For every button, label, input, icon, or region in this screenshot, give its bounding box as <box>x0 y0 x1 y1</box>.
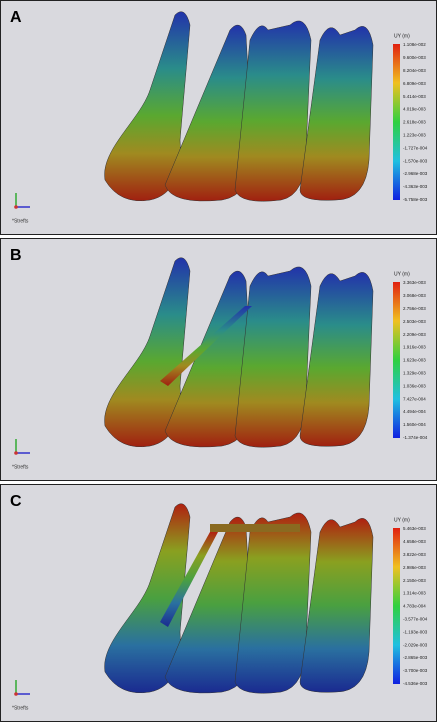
panel-label: C <box>10 493 22 510</box>
legend-value: 4.658e-003 <box>403 539 426 544</box>
legend-value: 2.756e-003 <box>403 306 426 311</box>
legend-value: 3.363e-003 <box>403 280 426 285</box>
legend-value: 2.150e-003 <box>403 578 426 583</box>
legend-value: -2.968e-003 <box>403 171 428 176</box>
splint-bar <box>210 524 300 532</box>
legend-value: -1.193e-003 <box>403 629 428 634</box>
legend-value: 3.068e-003 <box>403 293 426 298</box>
legend-value: -3.700e-003 <box>403 668 428 673</box>
legend-value: -2.865e-003 <box>403 655 428 660</box>
legend-value: 4.019e-003 <box>403 107 426 112</box>
legend-value: -1.374e-004 <box>403 435 428 440</box>
legend-value: 2.209e-003 <box>403 332 426 337</box>
legend-value: -1.727e-004 <box>403 145 428 150</box>
legend-value: -3.577e-004 <box>403 616 428 621</box>
legend-value: 6.809e-003 <box>403 81 426 86</box>
legend-value: 8.204e-003 <box>403 68 426 73</box>
legend-value: 4.494e-004 <box>403 409 426 414</box>
legend-value: -5.758e-003 <box>403 197 428 202</box>
panel: B UY (m) 3.363e-003 3.068e-003 2.756e-003 2.5… <box>1 239 437 481</box>
caption: *Strefts <box>12 218 29 224</box>
legend-value: 3.822e-003 <box>403 552 426 557</box>
legend-colorbar <box>393 44 400 200</box>
panel: C UY (m) 5.463e-003 4.658e-003 3.822e-003 2.9… <box>1 485 437 722</box>
legend-value: 4.783e-004 <box>403 604 426 609</box>
legend-value: -4.363e-003 <box>403 184 428 189</box>
legend-value: 1.223e-003 <box>403 132 426 137</box>
legend-value: 5.463e-003 <box>403 526 426 531</box>
panel: A UY (m) 1.108e-002 9.600e-003 8.204e-003 6.8… <box>1 1 437 235</box>
legend-colorbar <box>393 528 400 684</box>
legend-colorbar <box>393 282 400 438</box>
legend-value: -4.536e-003 <box>403 681 428 686</box>
panel-label: B <box>10 247 22 264</box>
legend-value: -2.029e-003 <box>403 642 428 647</box>
axis-origin <box>14 451 18 455</box>
caption: *Strefts <box>12 464 29 470</box>
legend-value: 2.503e-003 <box>403 319 426 324</box>
panel-label: A <box>10 9 22 26</box>
legend-value: 1.916e-003 <box>403 345 426 350</box>
axis-origin <box>14 205 18 209</box>
caption: *Strefts <box>12 705 29 711</box>
legend-value: 7.427e-004 <box>403 396 426 401</box>
figure: A UY (m) 1.108e-002 9.600e-003 8.204e-003 6.8… <box>0 0 437 722</box>
legend-value: 1.560e-004 <box>403 422 426 427</box>
legend-value: 1.036e-003 <box>403 383 426 388</box>
legend-title: UY (m) <box>394 517 410 523</box>
axis-origin <box>14 692 18 696</box>
legend-value: 5.414e-003 <box>403 94 426 99</box>
legend-value: 9.600e-003 <box>403 55 426 60</box>
legend-value: 1.623e-003 <box>403 358 426 363</box>
legend-title: UY (m) <box>394 33 410 39</box>
legend-value: 1.108e-002 <box>403 42 426 47</box>
legend-value: 2.986e-003 <box>403 565 426 570</box>
legend-value: 1.329e-003 <box>403 370 426 375</box>
page: A UY (m) 1.108e-002 9.600e-003 8.204e-003 6.8… <box>0 0 437 722</box>
legend-value: -1.570e-003 <box>403 158 428 163</box>
legend-value: 2.618e-003 <box>403 120 426 125</box>
legend-title: UY (m) <box>394 271 410 277</box>
legend-value: 1.314e-003 <box>403 591 426 596</box>
